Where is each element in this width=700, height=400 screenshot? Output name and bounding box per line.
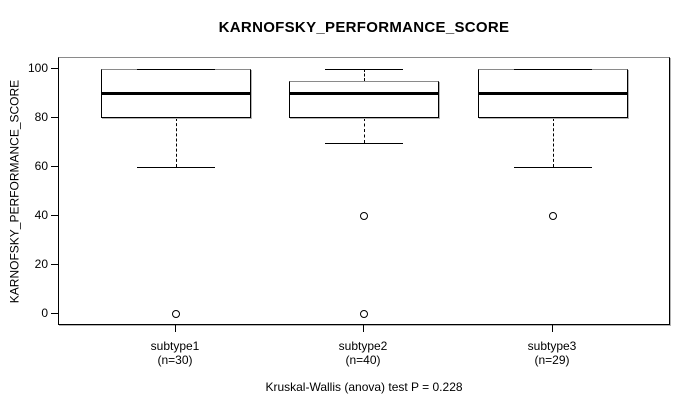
outlier-point	[549, 212, 557, 220]
x-axis-tick	[175, 325, 176, 332]
x-tick-label: subtype2 (n=40)	[293, 339, 433, 367]
plot-area	[58, 57, 670, 325]
y-axis-tick	[51, 117, 58, 118]
x-tick-label: subtype1 (n=30)	[105, 339, 245, 367]
group-n-label: (n=30)	[157, 353, 193, 367]
whisker-lower	[176, 118, 177, 167]
whisker-lower	[553, 118, 554, 167]
y-tick-label: 80	[34, 110, 48, 124]
group-n-label: (n=40)	[345, 353, 381, 367]
y-tick-label: 60	[34, 159, 48, 173]
whisker-cap-upper	[514, 69, 592, 70]
y-tick-label: 40	[34, 208, 48, 222]
median-line	[289, 92, 439, 95]
boxplot-box	[289, 81, 439, 118]
group-label: subtype1	[150, 339, 200, 353]
stat-test-footnote: Kruskal-Wallis (anova) test P = 0.228	[265, 380, 463, 394]
x-axis-tick	[363, 325, 364, 332]
y-axis-title: KARNOFSKY_PERFORMANCE_SCORE	[7, 79, 22, 304]
y-axis-tick	[51, 166, 58, 167]
y-axis-tick	[51, 313, 58, 314]
group-n-label: (n=29)	[534, 353, 570, 367]
median-line	[101, 92, 251, 95]
whisker-cap-lower	[325, 143, 403, 144]
whisker-cap-upper	[325, 69, 403, 70]
whisker-cap-lower	[137, 167, 215, 168]
y-tick-label: 20	[34, 257, 48, 271]
whisker-cap-upper	[137, 69, 215, 70]
y-axis-tick	[51, 264, 58, 265]
outlier-point	[360, 310, 368, 318]
outlier-point	[172, 310, 180, 318]
x-tick-label: subtype3 (n=29)	[482, 339, 622, 367]
group-label: subtype3	[527, 339, 577, 353]
y-tick-label: 0	[41, 306, 48, 320]
y-axis-tick	[51, 68, 58, 69]
group-label: subtype2	[338, 339, 388, 353]
y-tick-label: 100	[27, 61, 48, 75]
whisker-upper	[364, 69, 365, 81]
whisker-lower	[364, 118, 365, 143]
median-line	[478, 92, 628, 95]
chart-title: KARNOFSKY_PERFORMANCE_SCORE	[218, 19, 510, 36]
x-axis-tick	[552, 325, 553, 332]
whisker-cap-lower	[514, 167, 592, 168]
y-axis-tick	[51, 215, 58, 216]
outlier-point	[360, 212, 368, 220]
